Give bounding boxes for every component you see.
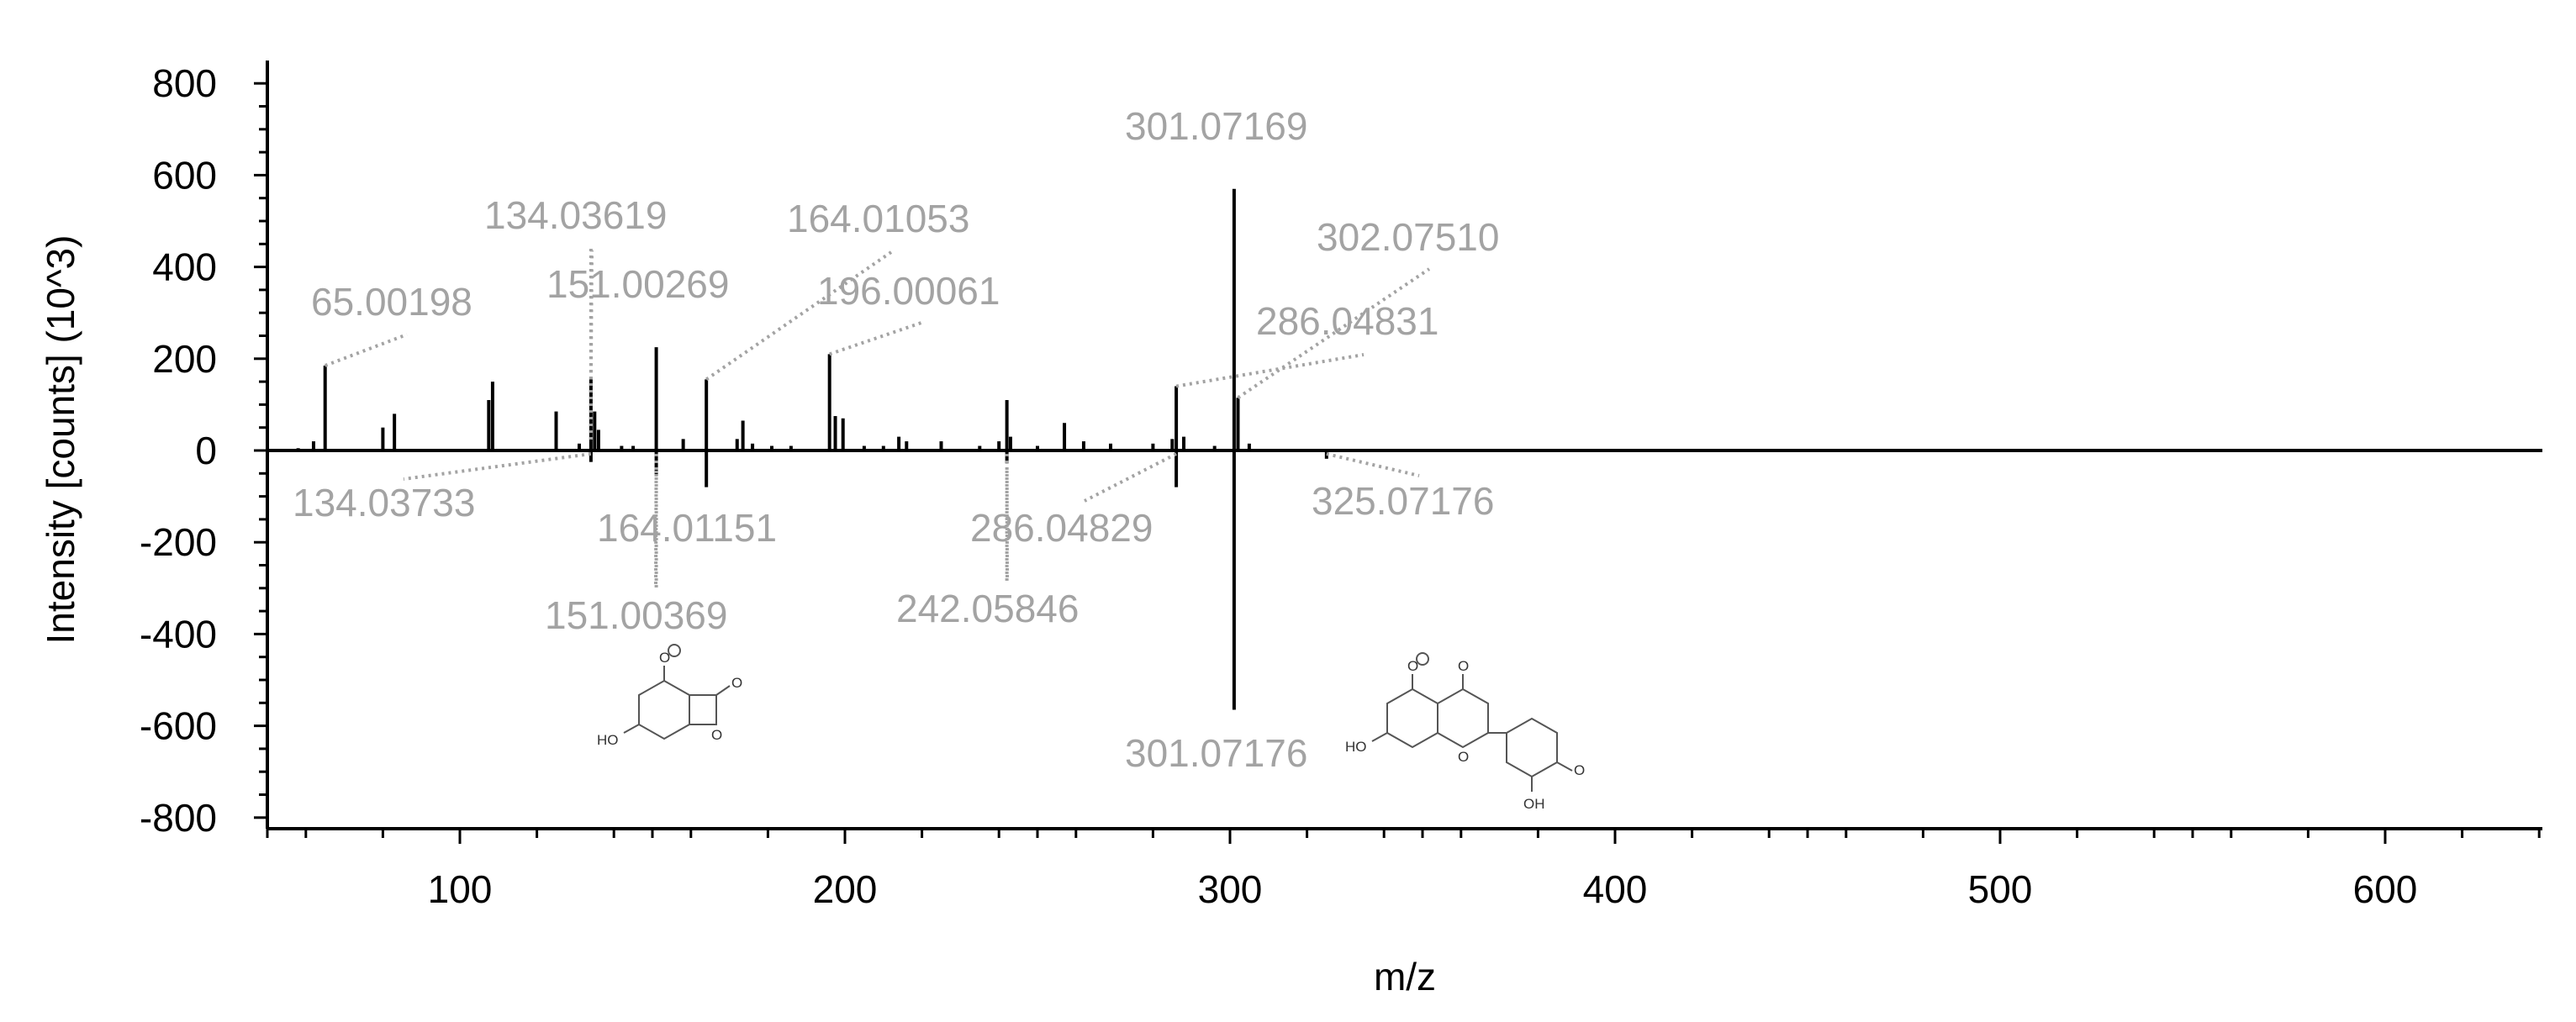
fragment-structure: O O O HO <box>597 644 742 748</box>
y-tick-label: -200 <box>140 520 217 564</box>
peak-annotation: 286.04831 <box>1256 299 1438 343</box>
peak-annotation: 151.00369 <box>545 593 727 637</box>
annotation-leader <box>1237 267 1431 399</box>
y-tick-label: -600 <box>140 704 217 748</box>
annotation-leader <box>324 333 408 367</box>
peak-annotation: 65.00198 <box>311 280 472 324</box>
charge-icon <box>1416 652 1429 666</box>
precursor-atom-label: HO <box>1345 739 1367 755</box>
peak-annotation: 325.07176 <box>1312 479 1494 523</box>
x-tick-label: 200 <box>813 867 878 911</box>
precursor-atom-label: OH <box>1523 796 1545 812</box>
charge-icon <box>668 644 681 657</box>
x-tick-label: 300 <box>1198 867 1263 911</box>
x-axis-label: m/z <box>1374 955 1436 998</box>
peak-annotation: 134.03733 <box>293 481 475 524</box>
peak-annotation: 134.03619 <box>484 193 667 237</box>
axes: 800 600 400 200 0 -200 -400 -600 -800 100 200 300 40… <box>140 61 2542 911</box>
precursor-bond <box>1371 732 1388 742</box>
precursor-ring-b <box>1506 717 1558 778</box>
y-tick-label: 400 <box>152 245 217 289</box>
annotation-leader <box>654 453 658 587</box>
y-axis-label: Intensity [counts] (10^3) <box>39 235 82 645</box>
x-tick-label: 600 <box>2353 867 2418 911</box>
x-tick-label: 100 <box>428 867 493 911</box>
fragment-bond <box>623 724 640 734</box>
peak-annotation: 242.05846 <box>896 587 1079 630</box>
peak-annotation: 286.04829 <box>970 506 1153 550</box>
precursor-atom-label: O <box>1458 658 1469 674</box>
fragment-atom-label: O <box>731 675 742 691</box>
annotation-leader <box>1084 452 1178 503</box>
peak-annotation: 301.07176 <box>1125 731 1307 775</box>
y-tick-label: 800 <box>152 61 217 105</box>
x-tick-label: 400 <box>1583 867 1648 911</box>
fragment-bond <box>715 685 731 696</box>
x-tick-label: 500 <box>1968 867 2033 911</box>
y-tick-label: 0 <box>195 429 217 472</box>
precursor-ring-c <box>1437 687 1489 749</box>
fragment-atom-label: O <box>659 650 670 666</box>
peak-annotation: 196.00061 <box>817 269 1000 313</box>
fragment-lactone-ring <box>689 694 717 725</box>
annotations: 65.00198 134.03619 151.00269 164.01053 196.0… <box>293 104 1499 775</box>
peak-annotation: 301.07169 <box>1125 104 1307 148</box>
precursor-ring-a <box>1386 687 1438 749</box>
precursor-bond <box>1556 761 1573 772</box>
precursor-atom-label: O <box>1574 762 1585 778</box>
annotation-leader <box>1175 353 1365 388</box>
y-tick-label: -400 <box>140 612 217 656</box>
peak-annotation: 164.01151 <box>597 506 777 550</box>
peak-annotation: 151.00269 <box>546 262 729 306</box>
fragment-atom-label: O <box>711 727 722 743</box>
peaks <box>296 188 1328 710</box>
fragment-atom-label: HO <box>597 732 619 748</box>
fragment-ring <box>638 679 690 740</box>
y-tick-label: 200 <box>152 337 217 381</box>
peak-annotation: 302.07510 <box>1317 215 1499 259</box>
peak-annotation: 164.01053 <box>787 197 969 240</box>
annotation-leader <box>829 321 922 356</box>
annotation-leader <box>403 452 592 481</box>
precursor-atom-label: O <box>1407 658 1418 674</box>
annotation-leader <box>1326 452 1420 477</box>
y-tick-label: -800 <box>140 796 217 840</box>
precursor-atom-label: O <box>1458 749 1469 765</box>
y-tick-label: 600 <box>152 153 217 197</box>
